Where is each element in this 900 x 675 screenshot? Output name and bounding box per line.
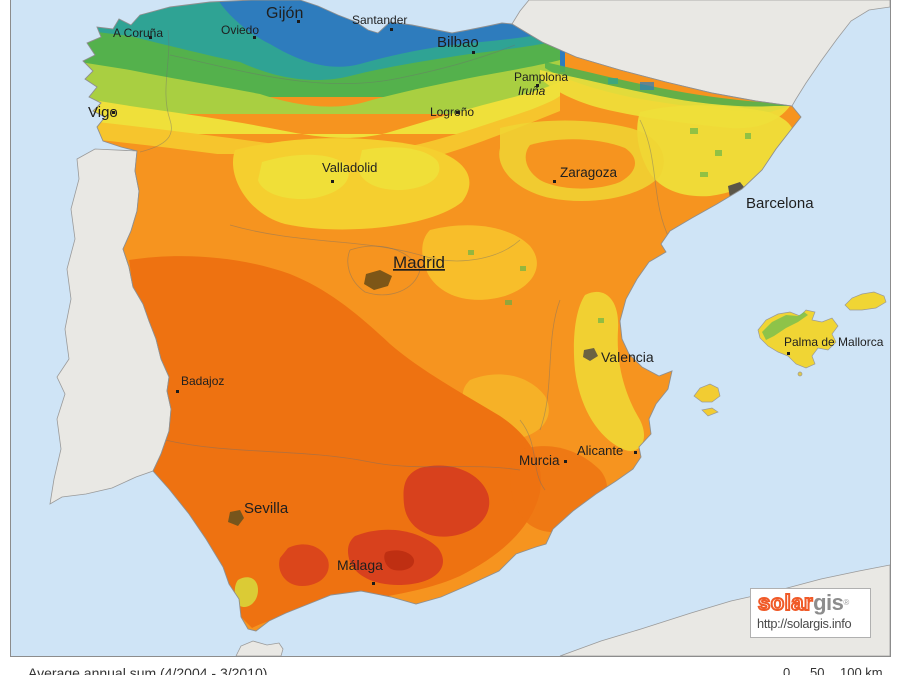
- spain-coastline: [82, 0, 802, 632]
- map-frame: A Coruña Gijón Oviedo Santander Bilbao Vigo Pa…: [10, 0, 891, 657]
- sevilla-urban-area: [228, 510, 244, 526]
- logo-solar-text: solar: [757, 590, 814, 616]
- logo-gis-text: gis: [813, 590, 844, 615]
- city-marker-vigo: [112, 111, 115, 114]
- region-borders: [139, 29, 671, 491]
- morocco-tip: [235, 640, 284, 656]
- city-marker-alicante: [634, 451, 637, 454]
- city-labels: A Coruña Gijón Oviedo Santander Bilbao Vigo Pa…: [88, 5, 884, 585]
- scale-tick-0: 0: [783, 665, 791, 675]
- menorca-island: [844, 291, 887, 311]
- cabrera-islet: [797, 371, 803, 377]
- city-label-alicante: Alicante: [577, 443, 623, 458]
- city-label-barcelona: Barcelona: [746, 195, 814, 212]
- city-label-a-coru-a: A Coruña: [113, 26, 163, 40]
- city-marker-murcia: [564, 460, 567, 463]
- city-label-iru-a: Iruña: [518, 84, 546, 98]
- scale-tick-50: 50: [810, 665, 825, 675]
- city-label-madrid: Madrid: [393, 253, 445, 272]
- city-label-sevilla: Sevilla: [244, 500, 289, 517]
- city-marker-a-coru-a: [149, 36, 152, 39]
- city-marker-gij-n: [297, 20, 300, 23]
- ibiza-island: [693, 383, 721, 403]
- city-label-zaragoza: Zaragoza: [560, 165, 618, 180]
- city-marker-logro-o: [456, 111, 459, 114]
- city-marker-oviedo: [253, 36, 256, 39]
- city-label-m-laga: Málaga: [337, 557, 383, 573]
- city-marker-santander: [390, 28, 393, 31]
- city-label-palma-de-mallorca: Palma de Mallorca: [784, 335, 884, 349]
- city-marker-pamplona: [536, 84, 539, 87]
- solargis-logo: solargis®: [757, 590, 870, 616]
- formentera-island: [701, 407, 719, 417]
- city-marker-palma-de-mallorca: [787, 352, 790, 355]
- city-marker-bilbao: [472, 51, 475, 54]
- city-label-pamplona: Pamplona: [514, 70, 568, 84]
- city-label-valencia: Valencia: [601, 349, 654, 365]
- madrid-urban-area: [364, 270, 392, 290]
- city-label-bilbao: Bilbao: [437, 34, 479, 51]
- city-label-vigo: Vigo: [88, 104, 118, 121]
- scale-tick-100: 100 km: [840, 665, 883, 675]
- city-label-logro-o: Logroño: [430, 105, 474, 119]
- city-label-badajoz: Badajoz: [181, 374, 224, 388]
- balearic-islands: [693, 291, 887, 417]
- map-caption: Average annual sum (4/2004 - 3/2010): [28, 665, 268, 675]
- city-marker-valladolid: [331, 180, 334, 183]
- mallorca-ridge: [762, 312, 808, 340]
- city-marker-badajoz: [176, 390, 179, 393]
- valencia-urban-area: [583, 348, 598, 361]
- logo-url: http://solargis.info: [757, 616, 852, 631]
- solargis-logo-box: solargis® http://solargis.info: [750, 588, 871, 638]
- city-label-gij-n: Gijón: [266, 5, 303, 22]
- spain-irradiation-map: A Coruña Gijón Oviedo Santander Bilbao Vigo Pa…: [11, 0, 890, 656]
- irradiation-layers: [83, 0, 801, 631]
- city-label-oviedo: Oviedo: [221, 23, 259, 37]
- city-label-santander: Santander: [352, 13, 407, 27]
- logo-trademark: ®: [843, 598, 850, 607]
- city-marker-zaragoza: [553, 180, 556, 183]
- city-label-valladolid: Valladolid: [322, 160, 377, 175]
- city-label-murcia: Murcia: [519, 453, 560, 468]
- city-marker-m-laga: [372, 582, 375, 585]
